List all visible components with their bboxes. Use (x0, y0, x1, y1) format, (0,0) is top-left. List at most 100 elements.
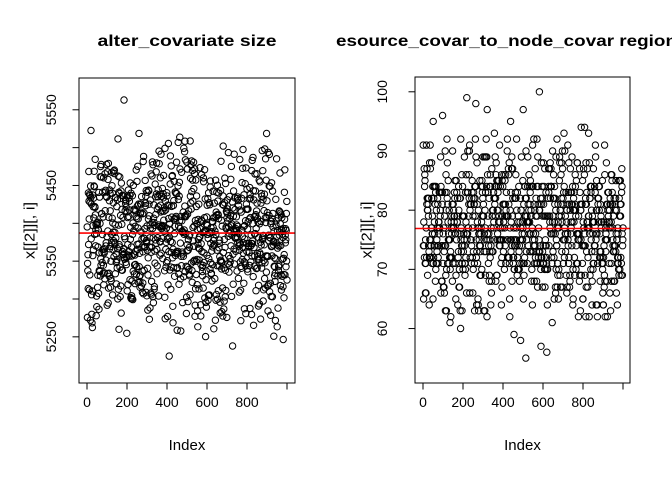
scatter-point (88, 323, 97, 332)
scatter-point (263, 197, 271, 205)
scatter-point (171, 251, 180, 260)
scatter-point (117, 282, 125, 290)
scatter-point (257, 217, 265, 226)
scatter-point (506, 313, 514, 321)
scatter-point (281, 166, 289, 174)
scatter-point (580, 171, 589, 179)
x-tick-label: 600 (531, 394, 555, 410)
scatter-point (141, 176, 149, 185)
scatter-point (517, 153, 526, 161)
scatter-point (490, 129, 499, 137)
scatter-point (550, 253, 558, 262)
scatter-point (530, 277, 538, 285)
scatter-point (260, 274, 269, 283)
scatter-point (150, 221, 159, 230)
scatter-point (241, 261, 250, 269)
scatter-point (139, 248, 147, 256)
scatter-point (474, 206, 483, 214)
scatter-point (500, 265, 509, 274)
scatter-point (558, 147, 567, 155)
scatter-point (493, 271, 501, 279)
scatter-point (163, 312, 172, 321)
scatter-point (603, 313, 612, 321)
scatter-point (472, 236, 480, 244)
scatter-point (221, 179, 230, 188)
scatter-point (148, 158, 157, 166)
scatter-point (253, 264, 261, 272)
scatter-point (152, 168, 160, 176)
scatter-point (618, 165, 626, 173)
scatter-point (237, 317, 245, 325)
scatter-point (281, 271, 289, 279)
scatter-point (253, 199, 261, 207)
scatter-point (228, 342, 237, 350)
scatter-point (553, 242, 561, 250)
scatter-point (101, 170, 109, 178)
scatter-point (89, 251, 97, 260)
scatter-point (444, 176, 452, 185)
scatter-point (510, 330, 518, 339)
scatter-point (87, 291, 96, 299)
scatter-point (86, 182, 95, 190)
scatter-point (138, 210, 147, 218)
scatter-point (471, 135, 480, 143)
scatter-point (573, 259, 582, 268)
scatter-point (239, 145, 247, 154)
x-tick-label: 0 (83, 394, 91, 410)
scatter-point (443, 135, 451, 143)
scatter-point (210, 325, 218, 333)
scatter-point (505, 259, 514, 268)
scatter-point (273, 323, 281, 331)
scatter-point (125, 197, 134, 205)
scatter-point (120, 96, 128, 104)
scatter-point (209, 223, 217, 232)
scatter-point (206, 201, 214, 209)
scatter-point (161, 144, 169, 153)
scatter-point (441, 242, 450, 250)
scatter-point (531, 230, 540, 238)
scatter-point (88, 287, 96, 295)
scatter-point (588, 301, 596, 309)
scatter-point (184, 297, 192, 306)
scatter-point (569, 295, 577, 303)
scatter-point (175, 192, 183, 200)
scatter-point (607, 277, 616, 285)
scatter-point (617, 200, 625, 209)
scatter-point (117, 187, 125, 195)
scatter-point (259, 286, 268, 294)
scatter-point (456, 324, 465, 333)
scatter-point (619, 236, 627, 244)
scatter-point (202, 303, 211, 311)
scatter-point (98, 230, 107, 239)
scatter-point (230, 150, 238, 158)
scatter-point (170, 196, 178, 205)
scatter-point (546, 159, 554, 167)
scatter-point (174, 182, 182, 190)
scatter-point (605, 259, 613, 268)
scatter-point (83, 259, 92, 268)
scatter-point (280, 188, 289, 197)
y-tick-label: 100 (374, 80, 390, 104)
scatter-point (483, 153, 491, 161)
scatter-point (163, 192, 171, 200)
scatter-point (489, 247, 497, 256)
scatter-point (272, 221, 280, 229)
scatter-point (221, 266, 230, 274)
scatter-point (568, 242, 576, 250)
scatter-point (618, 182, 626, 191)
scatter-point (225, 268, 233, 276)
scatter-point (599, 301, 608, 309)
scatter-point (104, 299, 112, 307)
scatter-point (213, 246, 221, 254)
scatter-point (90, 183, 99, 191)
scatter-point (616, 212, 625, 220)
scatter-point (249, 272, 257, 281)
scatter-point (92, 312, 100, 320)
scatter-point (177, 327, 185, 335)
scatter-point (274, 304, 282, 312)
scatter-point (515, 182, 523, 191)
scatter-point (458, 182, 467, 191)
scatter-point (150, 285, 158, 293)
scatter-point (541, 283, 549, 291)
